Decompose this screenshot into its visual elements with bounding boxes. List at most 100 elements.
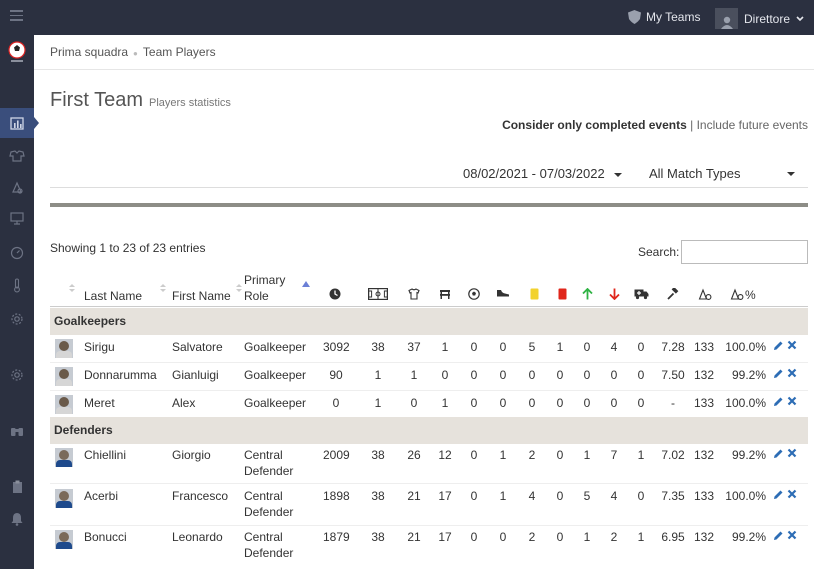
cell-role: Goalkeeper <box>244 368 307 382</box>
table-info: Showing 1 to 23 of 23 entries <box>50 241 206 255</box>
sidebar-item-thermometer[interactable] <box>0 270 34 300</box>
cell-training-pct: 99.2% <box>731 530 766 544</box>
board-icon <box>10 211 24 225</box>
table-row[interactable]: Bonucci Leonardo Central Defender 1879 3… <box>50 526 808 567</box>
sort-icon[interactable] <box>69 284 75 292</box>
clock-icon[interactable] <box>329 288 341 300</box>
delete-icon[interactable] <box>787 448 797 458</box>
binoculars-icon <box>11 428 23 436</box>
breadcrumb-separator: ● <box>133 49 138 58</box>
delete-icon[interactable] <box>787 489 797 499</box>
boot-icon[interactable] <box>496 288 510 298</box>
sidebar-item-stats[interactable] <box>0 108 39 138</box>
cell-trainings: 132 <box>693 368 715 382</box>
date-range-picker[interactable]: 08/02/2021 - 07/03/2022 <box>463 166 623 181</box>
breadcrumb: Prima squadra ● Team Players <box>50 45 216 59</box>
cell-yellow: 0 <box>528 396 536 410</box>
edit-icon[interactable] <box>773 489 784 500</box>
match-type-select[interactable]: All Match Types <box>649 166 795 181</box>
cell-trainings: 133 <box>693 489 715 503</box>
ball-icon[interactable] <box>468 288 480 300</box>
cell-assists: 1 <box>499 489 507 503</box>
cell-bench: 1 <box>441 396 449 410</box>
delete-icon[interactable] <box>787 368 797 378</box>
cell-rating: 6.95 <box>661 530 685 544</box>
player-photo <box>55 395 73 414</box>
delete-icon[interactable] <box>787 396 797 406</box>
bench-icon[interactable] <box>439 288 451 300</box>
table-row[interactable]: Meret Alex Goalkeeper 0 1 0 1 0 0 0 0 0 … <box>50 391 808 418</box>
cell-injuries: 0 <box>637 340 645 354</box>
training-icon[interactable] <box>698 288 712 300</box>
cell-goals: 0 <box>470 530 478 544</box>
cell-role: Central <box>244 489 283 503</box>
cell-assists: 0 <box>499 530 507 544</box>
cell-starts: 21 <box>407 530 421 544</box>
red-card-icon[interactable] <box>558 288 567 300</box>
gear-icon <box>11 369 23 381</box>
shirt-icon[interactable] <box>408 288 420 300</box>
cell-sub-out: 0 <box>610 368 618 382</box>
cell-starts: 0 <box>410 396 418 410</box>
search-input[interactable] <box>681 240 808 264</box>
sidebar-item-speed[interactable] <box>0 238 34 268</box>
table-row[interactable]: Chiellini Giorgio Central Defender 2009 … <box>50 444 808 484</box>
logo[interactable] <box>6 40 28 64</box>
delete-icon[interactable] <box>787 530 797 540</box>
cell-yellow: 2 <box>528 530 536 544</box>
edit-icon[interactable] <box>773 396 784 407</box>
cell-games: 38 <box>371 340 385 354</box>
arrow-down-icon[interactable] <box>609 288 620 300</box>
header-last-name[interactable]: Last Name <box>84 289 143 303</box>
sidebar-item-notifications[interactable] <box>0 504 34 534</box>
sidebar-item-clipboard[interactable] <box>0 472 34 502</box>
sidebar-item-board[interactable] <box>0 203 34 233</box>
cell-injuries: 0 <box>637 368 645 382</box>
divider <box>50 187 808 188</box>
my-teams-button[interactable]: My Teams <box>628 10 700 24</box>
header-primary-role[interactable]: Primary <box>244 273 285 287</box>
cell-first-name: Francesco <box>172 489 229 503</box>
ambulance-icon[interactable] <box>634 288 649 300</box>
cell-assists: 0 <box>499 396 507 410</box>
edit-icon[interactable] <box>773 368 784 379</box>
cell-minutes: 1898 <box>323 489 350 503</box>
delete-icon[interactable] <box>787 340 797 350</box>
sidebar-item-team[interactable] <box>0 141 34 171</box>
arrow-up-icon[interactable] <box>582 288 593 300</box>
breadcrumb-home[interactable]: Prima squadra <box>50 45 129 59</box>
header-first-name[interactable]: First Name <box>172 289 231 303</box>
sidebar-item-training[interactable] <box>0 172 34 202</box>
pitch-icon[interactable] <box>368 288 388 300</box>
cell-bench: 17 <box>438 489 452 503</box>
table-row[interactable]: Acerbi Francesco Central Defender 1898 3… <box>50 485 808 526</box>
header-role-line1: Primary <box>244 273 286 287</box>
sidebar-item-scouting[interactable] <box>0 416 34 446</box>
sort-asc-icon[interactable] <box>302 281 310 287</box>
table-row[interactable]: Sirigu Salvatore Goalkeeper 3092 38 37 1… <box>50 335 808 363</box>
sidebar-item-gear[interactable] <box>0 360 34 390</box>
menu-icon[interactable] <box>10 10 23 21</box>
team-icon <box>9 150 25 162</box>
cell-minutes: 3092 <box>323 340 350 354</box>
future-events-option[interactable]: Include future events <box>696 118 808 132</box>
row-actions <box>773 396 797 407</box>
cell-last-name: Sirigu <box>84 340 115 354</box>
gavel-icon[interactable] <box>667 288 679 300</box>
header-percent[interactable]: % <box>745 288 756 302</box>
training-icon[interactable] <box>730 288 744 300</box>
edit-icon[interactable] <box>773 530 784 541</box>
table-row[interactable]: Donnarumma Gianluigi Goalkeeper 90 1 1 0… <box>50 363 808 391</box>
player-photo <box>55 367 73 386</box>
cell-goals: 0 <box>470 396 478 410</box>
cell-role: Central <box>244 530 283 544</box>
user-name: Direttore <box>744 11 791 26</box>
sort-icon[interactable] <box>236 284 242 292</box>
completed-events-option[interactable]: Consider only completed events <box>502 118 687 132</box>
sidebar-item-settings[interactable] <box>0 304 34 334</box>
yellow-card-icon[interactable] <box>530 288 539 300</box>
sort-icon[interactable] <box>160 284 166 292</box>
edit-icon[interactable] <box>773 340 784 351</box>
edit-icon[interactable] <box>773 448 784 459</box>
user-menu[interactable]: Direttore <box>715 8 804 29</box>
